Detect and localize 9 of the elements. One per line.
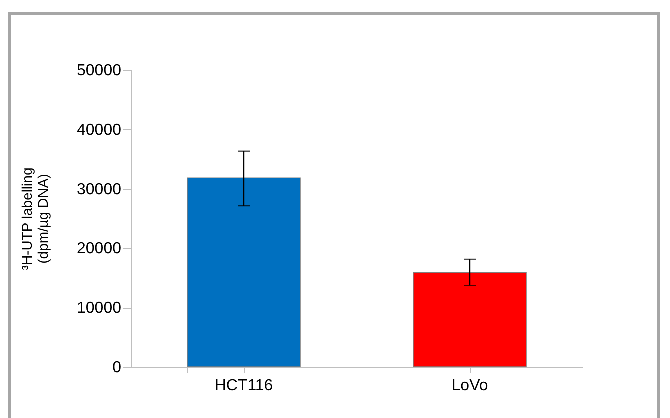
y-tick-label: 40000 <box>77 122 122 139</box>
y-tick-label: 0 <box>112 360 122 376</box>
y-axis-title: ³H-UTP labelling (dpm/µg DNA) <box>19 168 52 270</box>
y-tick-label: 30000 <box>77 181 122 198</box>
y-tick-label: 20000 <box>77 240 122 258</box>
x-tick-label: HCT116 <box>214 378 274 394</box>
y-tick-label: 50000 <box>77 62 122 80</box>
y-tick-label: 10000 <box>77 300 122 318</box>
x-tick-label: LoVo <box>452 378 488 394</box>
